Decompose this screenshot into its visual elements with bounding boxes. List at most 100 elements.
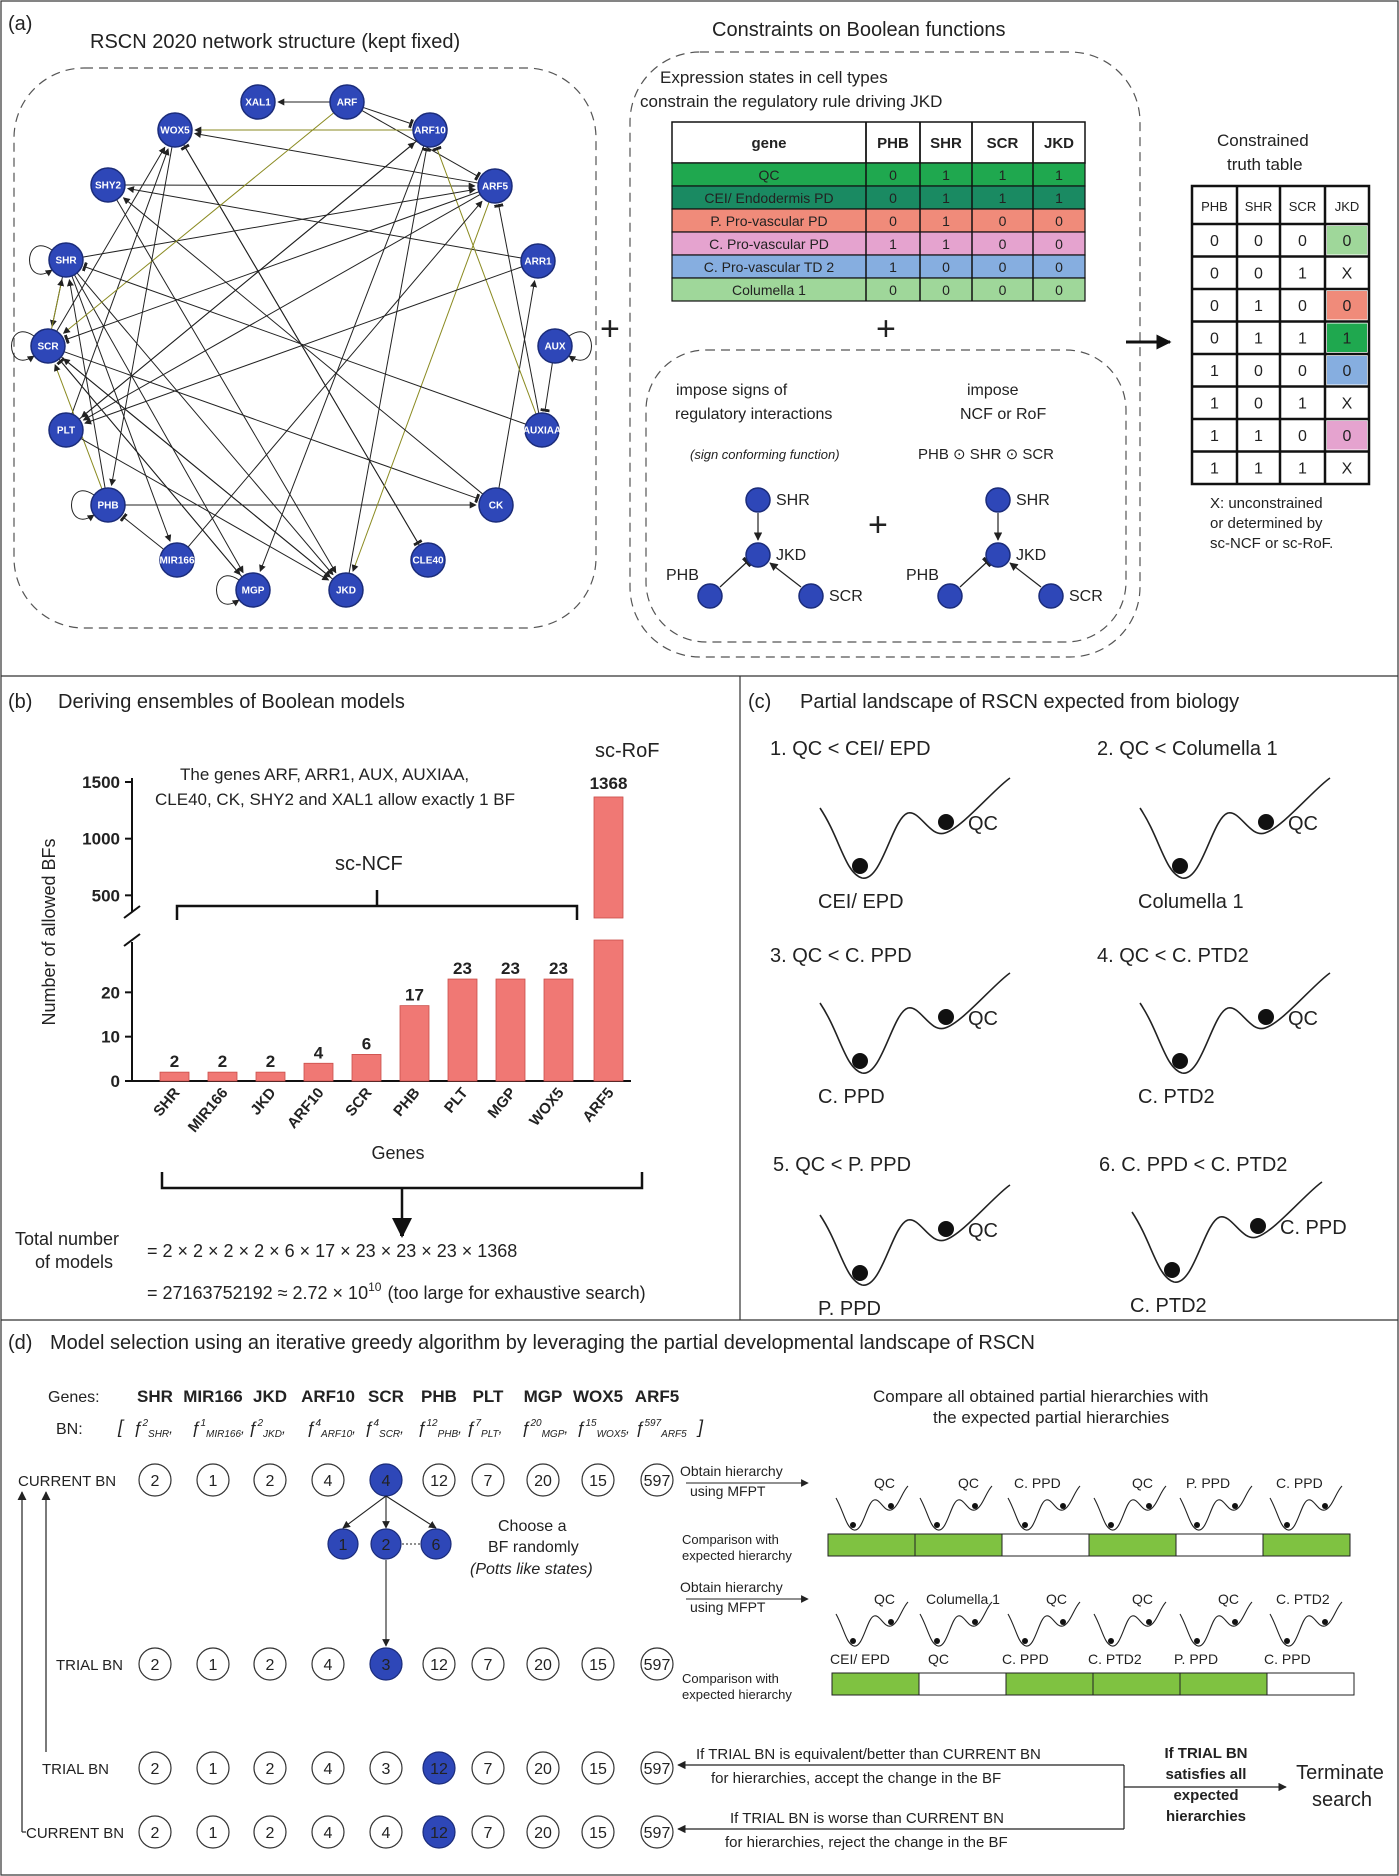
node-circle-arf <box>329 84 365 120</box>
truth-cell: 1 <box>1254 298 1263 315</box>
bn-state-circle <box>526 1751 560 1785</box>
expr-cell: 1 <box>1055 167 1063 183</box>
mini-high-label: QC <box>1132 1591 1153 1607</box>
motif-label-jkd: JKD <box>776 547 806 564</box>
edge-arr1-shy2 <box>127 186 522 259</box>
gene-headers: SHR MIR166 JKD ARF10 SCR PHB PLT MGP WOX5 ARF5 <box>137 1387 679 1406</box>
edge-mgp-scr <box>56 357 243 578</box>
truth-cell: 1 <box>1210 363 1219 380</box>
bar-mgp <box>495 978 526 1082</box>
expr-cell: 1 <box>942 190 950 206</box>
mini-low-ball <box>1194 1522 1200 1528</box>
low-state-label: CEI/ EPD <box>818 891 904 913</box>
x-tick-label: ARF5 <box>579 1085 617 1126</box>
mini-low-label: P. PPD <box>1174 1651 1218 1667</box>
bn-state-circle <box>640 1815 674 1849</box>
expression-table: gene PHB SHR SCR JKD QC 0 1 1 1 CEI/ Endodermis PD… <box>671 121 1086 302</box>
truth-note-3: sc-NCF or sc-RoF. <box>1210 535 1333 552</box>
edge-phb-jkd <box>719 556 752 588</box>
comparison-label-2: expected hierarchy <box>682 1687 792 1702</box>
comparison-cell <box>914 1533 1003 1557</box>
gene-header-plt: PLT <box>473 1387 504 1406</box>
bn-state-circle <box>138 1647 172 1681</box>
mini-landscape-curve <box>835 1601 909 1647</box>
motif-label-shr: SHR <box>776 492 810 509</box>
hier-row-2: QC CEI/ EPD Columella 1 QC QC C. PPD QC C. PTD2… <box>830 1591 1343 1667</box>
truth-cell: 1 <box>1298 396 1307 413</box>
truth-cell: 0 <box>1254 396 1263 413</box>
edge-arf5-plt <box>82 193 481 421</box>
expr-row-name: Columella 1 <box>732 282 806 298</box>
bn-state-value: 2 <box>151 1473 160 1490</box>
truth-jkd-cell <box>1327 356 1367 385</box>
mini-landscape-curve <box>1179 1601 1253 1647</box>
landscape-curve <box>819 777 1011 879</box>
one-bf-note-2: CLE40, CK, SHY2 and XAL1 allow exactly 1… <box>155 790 515 809</box>
truth-cell: 0 <box>1254 363 1263 380</box>
edge-mir166-arf5 <box>187 200 483 548</box>
motif-ncf: SHR JKD PHB SCR <box>906 487 1103 609</box>
bn-state-value: 4 <box>382 1473 391 1490</box>
bn-state-value: 12 <box>430 1473 448 1490</box>
mini-high-label: QC <box>874 1591 895 1607</box>
bn-state-circle <box>253 1647 287 1681</box>
network-nodes: XAL1 ARF WOX5 ARF10 SHY2 ARF5 SHR ARR1 SCR AUX PLT… <box>30 84 573 608</box>
total-value-exp: 10 <box>368 1280 382 1294</box>
bn-state-circle <box>526 1463 560 1497</box>
bn-function-jkd: ƒ2JKD, <box>248 1418 286 1440</box>
expr-header-scr: SCR <box>987 135 1019 152</box>
choice-node-label: 2 <box>382 1537 391 1554</box>
obtain-label-1: Obtain hierarchy <box>680 1579 783 1595</box>
edge-auxiaa-shr <box>81 261 527 425</box>
landscape-title: 1. QC < CEI/ EPD <box>770 738 931 760</box>
truth-cell: 0 <box>1298 363 1307 380</box>
truth-cell: 0 <box>1210 331 1219 348</box>
choice-node-label: 6 <box>432 1537 441 1554</box>
bar-value-label: 2 <box>266 1052 275 1071</box>
reject-text-2: for hierarchies, reject the change in th… <box>725 1834 1008 1851</box>
plus-sign-2: + <box>876 310 896 348</box>
bn-state-value: 1 <box>209 1473 218 1490</box>
expr-cell: 0 <box>1055 282 1063 298</box>
truth-jkd-cell <box>1327 226 1367 255</box>
bn-state-value: 15 <box>589 1473 607 1490</box>
bn-function-shr: ƒ2SHR, <box>133 1418 173 1440</box>
obtain-hierarchy-1: Obtain hierarchy using MFPT <box>680 1463 809 1499</box>
expr-row-name: P. Pro-vascular PD <box>710 213 827 229</box>
high-state-label: QC <box>968 1220 998 1242</box>
node-mgp: MGP <box>235 572 271 608</box>
expr-row-name: QC <box>759 167 780 183</box>
mini-low-ball <box>1194 1638 1200 1644</box>
expr-row-name: C. Pro-vascular TD 2 <box>704 259 835 275</box>
edge-ck-arr1 <box>498 280 537 489</box>
x-tick-label: PLT <box>441 1085 472 1117</box>
bn-state-value: 15 <box>589 1761 607 1778</box>
expr-header-phb: PHB <box>877 135 909 152</box>
compare-title-1: Compare all obtained partial hierarchies… <box>873 1387 1208 1406</box>
bar-value-label: 17 <box>405 986 424 1005</box>
mini-high-label: Columella 1 <box>926 1591 1000 1607</box>
bn-state-value: 1 <box>209 1825 218 1842</box>
motif-label-phb: PHB <box>906 567 939 584</box>
mini-low-ball <box>1108 1522 1114 1528</box>
motif-node-shr <box>745 487 771 513</box>
bn-row-label: TRIAL BN <box>56 1657 123 1674</box>
truth-cell: 1 <box>1254 331 1263 348</box>
genes-label: Genes: <box>48 1389 100 1406</box>
sc-ncf-label: sc-NCF <box>335 853 403 875</box>
bn-state-value: 20 <box>534 1657 552 1674</box>
bn-state-circle <box>311 1647 345 1681</box>
signs-box <box>645 349 1127 643</box>
bn-state-value: 20 <box>534 1473 552 1490</box>
bn-function-plt: ƒ7PLT, <box>466 1418 503 1440</box>
edge-scr-wox5 <box>56 146 166 332</box>
bn-state-circle <box>196 1751 230 1785</box>
node-circle-scr <box>30 328 66 364</box>
high-state-label: QC <box>1288 813 1318 835</box>
bar-arf5-lower <box>593 939 624 1082</box>
choose-text-2: BF randomly <box>488 1539 579 1556</box>
decision-flow: If TRIAL BN is equivalent/better than CU… <box>17 1491 1384 1851</box>
node-label-mgp: MGP <box>242 586 265 597</box>
